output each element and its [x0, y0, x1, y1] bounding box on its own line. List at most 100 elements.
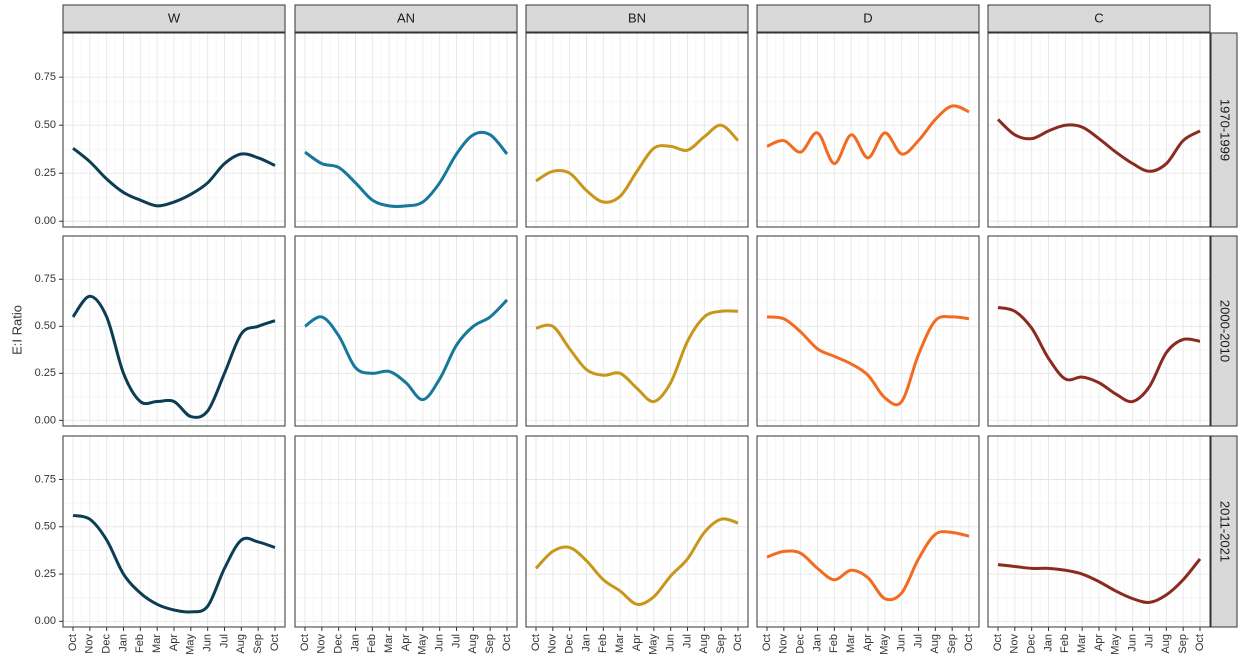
y-tick-label: 0.00	[35, 414, 56, 426]
x-tick-label: Jun	[896, 634, 908, 652]
x-tick-label: Oct	[501, 634, 513, 651]
x-tick-label: May	[417, 634, 429, 655]
x-tick-label: Nov	[778, 634, 790, 654]
x-tick-label: Apr	[1093, 634, 1105, 651]
y-tick-label: 0.75	[35, 71, 56, 83]
y-axis-label: E:I Ratio	[9, 305, 24, 355]
facet-label: 2011-2021	[1218, 501, 1233, 562]
y-tick-label: 0.50	[35, 320, 56, 332]
panel-border	[525, 235, 749, 427]
y-tick-label: 0.25	[35, 367, 56, 379]
facet-strip	[1210, 235, 1238, 427]
facet-strip	[756, 4, 980, 33]
trend-line	[996, 118, 1201, 173]
x-tick-label: Aug	[1160, 634, 1172, 654]
x-tick-label: Feb	[134, 634, 146, 653]
x-tick-label: Apr	[862, 634, 874, 651]
x-tick-label: Jun	[434, 634, 446, 652]
facet-label: C	[1094, 10, 1103, 25]
y-tick-label: 0.00	[35, 615, 56, 627]
facet-strip	[1210, 32, 1238, 228]
y-tick-label: 0.75	[35, 273, 56, 285]
x-tick-label: Oct	[963, 634, 975, 651]
x-tick-label: Dec	[564, 634, 576, 654]
x-tick-label: Aug	[698, 634, 710, 654]
x-tick-label: Jul	[681, 634, 693, 648]
x-tick-label: Jan	[117, 634, 129, 652]
x-tick-label: Aug	[929, 634, 941, 654]
trend-line	[304, 130, 509, 208]
x-tick-label: Dec	[1026, 634, 1038, 654]
x-tick-label: Dec	[333, 634, 345, 654]
trend-line	[535, 309, 739, 404]
x-tick-label: Jul	[912, 634, 924, 648]
x-tick-label: Mar	[151, 634, 163, 653]
trend-line	[534, 517, 739, 606]
x-tick-label: Oct	[67, 634, 79, 651]
y-tick-label: 0.25	[35, 568, 56, 580]
x-tick-label: Aug	[467, 634, 479, 654]
y-tick-label: 0.50	[35, 119, 56, 131]
x-tick-label: Mar	[1076, 634, 1088, 653]
facet-strip	[525, 4, 749, 33]
x-tick-label: May	[648, 634, 660, 655]
y-tick-label: 0.00	[35, 215, 56, 227]
trend-line	[72, 147, 276, 208]
panel-border	[294, 32, 518, 228]
facet-strip	[987, 4, 1211, 33]
x-tick-label: Oct	[530, 634, 542, 651]
x-tick-label: Feb	[1059, 634, 1071, 653]
trend-line	[997, 557, 1202, 605]
facet-label: W	[168, 10, 181, 25]
x-tick-label: Jan	[349, 634, 361, 652]
x-tick-label: Nov	[316, 634, 328, 654]
x-tick-label: Jul	[1143, 634, 1155, 648]
x-tick-label: May	[185, 634, 197, 655]
facet-label: 2000-2010	[1218, 300, 1233, 362]
x-tick-label: Jan	[811, 634, 823, 652]
x-tick-label: Feb	[828, 634, 840, 653]
x-tick-label: Aug	[235, 634, 247, 654]
x-tick-label: Jun	[202, 634, 214, 652]
panel-border	[525, 32, 749, 228]
facet-strip	[1210, 435, 1238, 628]
x-tick-label: Nov	[84, 634, 96, 654]
panel-border	[756, 32, 980, 228]
trend-line	[304, 298, 509, 402]
x-tick-label: Sep	[484, 634, 496, 654]
trend-line	[766, 104, 970, 166]
panel-border	[987, 32, 1211, 228]
panel-border	[294, 235, 518, 427]
panel-border	[987, 235, 1211, 427]
x-tick-label: Jul	[218, 634, 230, 648]
trend-line	[766, 530, 970, 602]
x-tick-label: Apr	[400, 634, 412, 651]
x-tick-label: Jan	[1042, 634, 1054, 652]
x-tick-label: Feb	[366, 634, 378, 653]
x-tick-label: Oct	[269, 634, 281, 651]
x-tick-label: Apr	[631, 634, 643, 651]
x-tick-label: Mar	[614, 634, 626, 653]
x-tick-label: Dec	[795, 634, 807, 654]
facet-strip	[62, 4, 286, 33]
facet-label: 1970-1999	[1218, 99, 1233, 161]
trend-line	[71, 294, 276, 419]
x-tick-label: Sep	[715, 634, 727, 654]
x-tick-label: Jun	[1127, 634, 1139, 652]
trend-line	[997, 306, 1201, 404]
facet-label: AN	[397, 10, 415, 25]
panel-border	[756, 235, 980, 427]
x-tick-label: Jan	[580, 634, 592, 652]
x-tick-label: Oct	[761, 634, 773, 651]
x-tick-label: Nov	[1009, 634, 1021, 654]
panel-border	[62, 32, 286, 228]
x-tick-label: Sep	[252, 634, 264, 654]
x-tick-label: Nov	[547, 634, 559, 654]
y-tick-label: 0.75	[35, 473, 56, 485]
x-tick-label: Dec	[101, 634, 113, 654]
trend-line	[72, 513, 276, 614]
x-tick-label: May	[1110, 634, 1122, 655]
x-tick-label: Mar	[383, 634, 395, 653]
x-tick-label: Oct	[732, 634, 744, 651]
facet-strip	[294, 4, 518, 33]
